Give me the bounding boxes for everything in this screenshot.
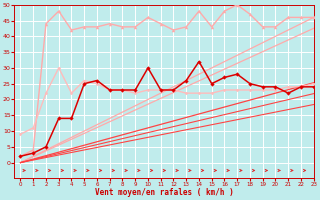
X-axis label: Vent moyen/en rafales ( km/h ): Vent moyen/en rafales ( km/h ): [94, 188, 233, 197]
